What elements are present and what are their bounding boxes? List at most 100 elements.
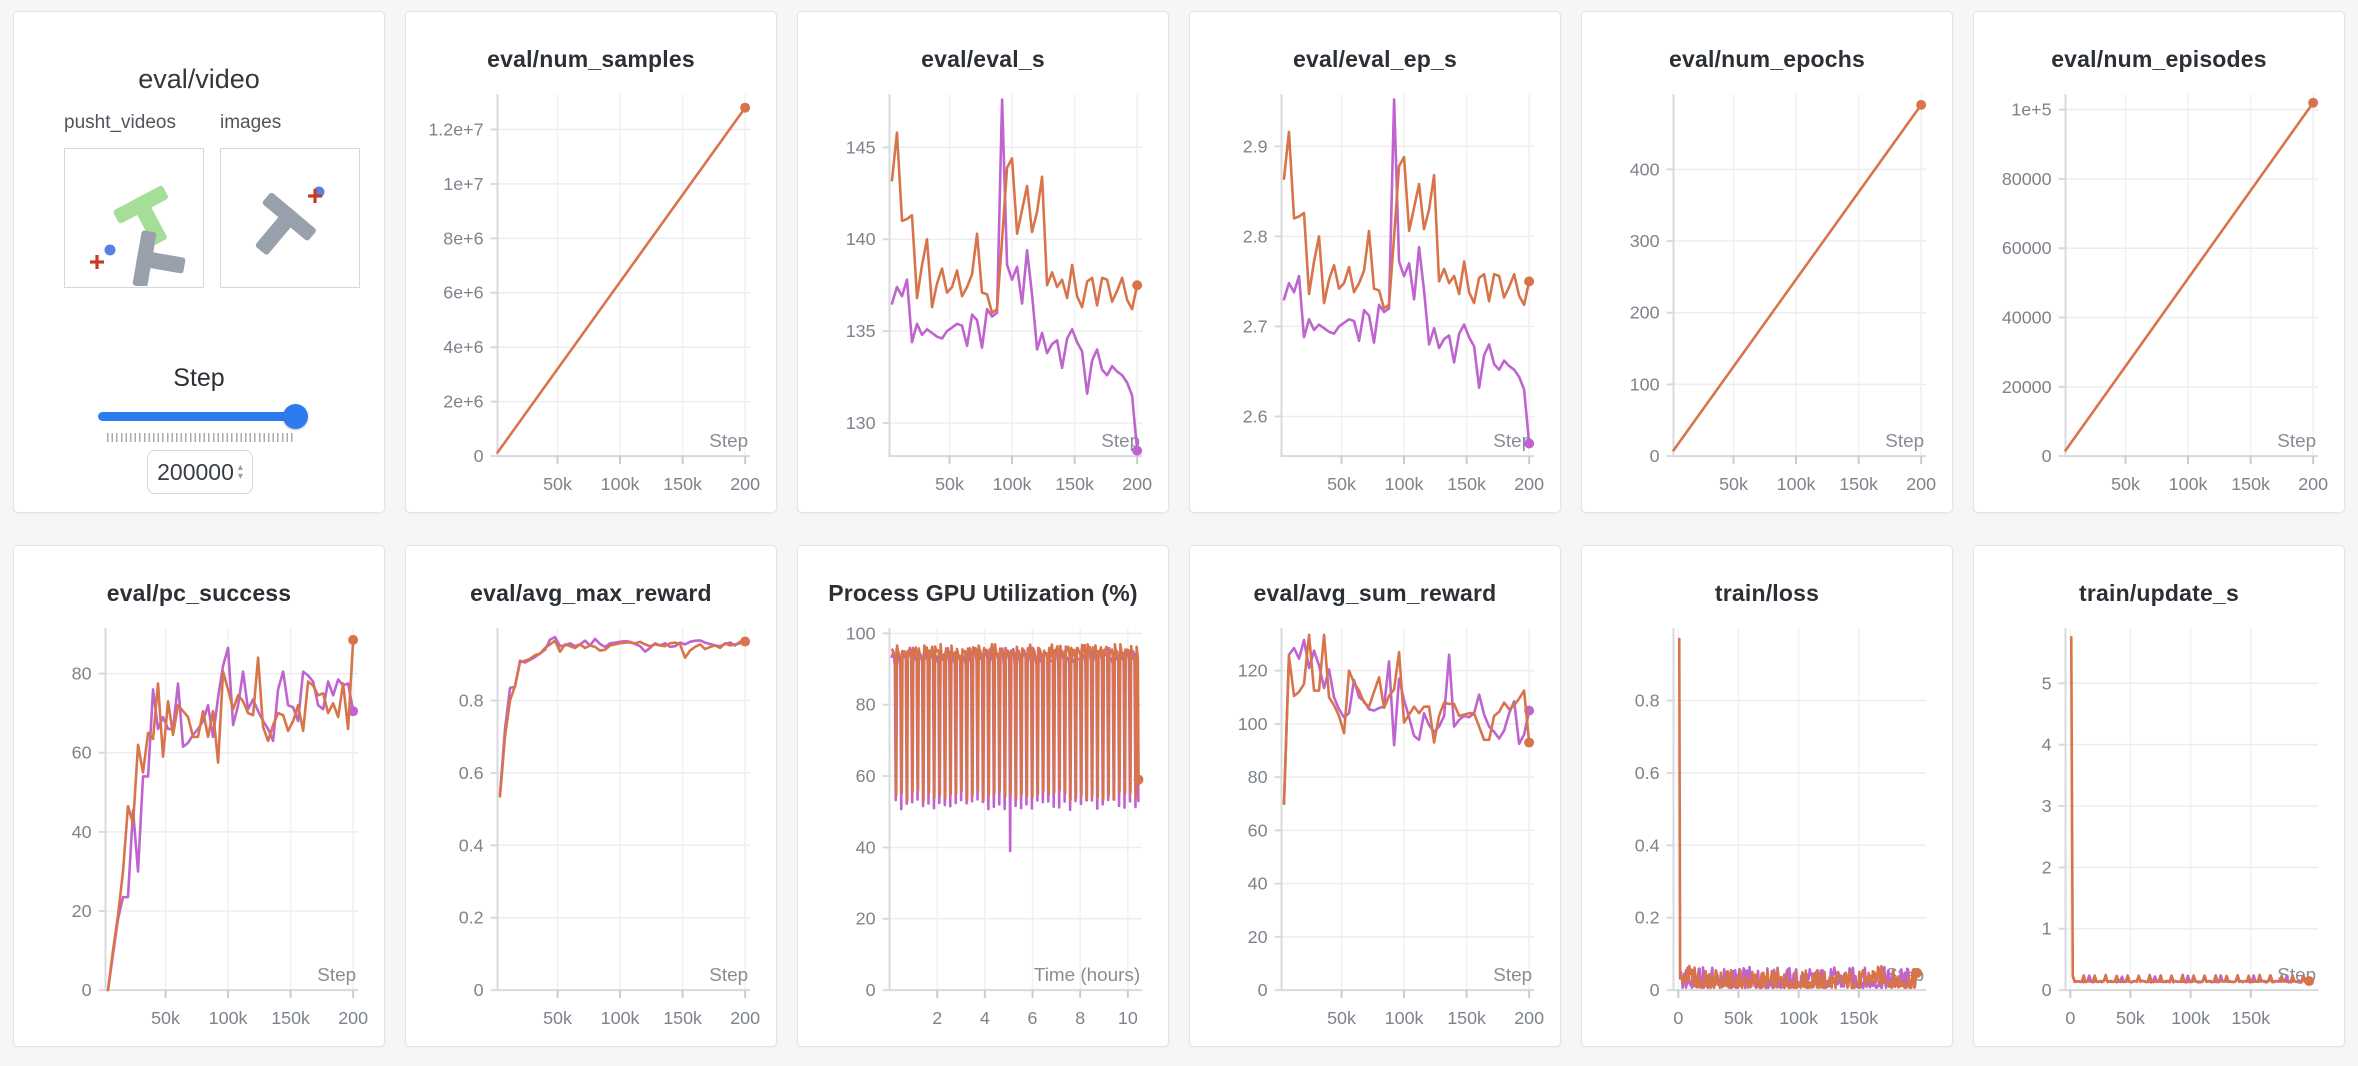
chart-canvas[interactable]: 50k 100k 150k 200 0 2e+6 4e+6 6e+6 8e+6 1e+7 1.2e+… — [406, 79, 776, 509]
svg-text:50k: 50k — [1719, 474, 1748, 494]
svg-text:135: 135 — [846, 321, 876, 341]
chart-canvas[interactable]: 50k 100k 150k 200 0 100 200 300 400 Step — [1582, 79, 1952, 509]
svg-text:2e+6: 2e+6 — [443, 392, 483, 412]
svg-text:0: 0 — [2042, 446, 2052, 466]
svg-text:120: 120 — [1238, 661, 1268, 681]
svg-text:0.6: 0.6 — [1635, 763, 1660, 783]
svg-text:150k: 150k — [1447, 1008, 1486, 1028]
svg-text:0: 0 — [474, 980, 484, 1000]
chart-canvas[interactable]: 2 4 6 8 10 0 20 40 60 80 100 Time (hours) — [798, 613, 1168, 1043]
step-value: 200000 — [157, 458, 234, 485]
svg-text:50k: 50k — [935, 474, 964, 494]
svg-text:4: 4 — [2042, 735, 2052, 755]
svg-text:100: 100 — [1630, 374, 1660, 394]
svg-text:145: 145 — [846, 137, 876, 157]
svg-text:150k: 150k — [2231, 474, 2270, 494]
svg-text:0: 0 — [1258, 980, 1268, 1000]
svg-text:50k: 50k — [1327, 1008, 1356, 1028]
chart-canvas[interactable]: 50k 100k 150k 200 0 20 40 60 80 100 120 Step — [1190, 613, 1560, 1043]
chart-title: eval/pc_success — [106, 580, 292, 606]
chart-canvas[interactable]: 0 50k 100k 150k 0 1 2 3 4 5 Step — [1974, 613, 2344, 1043]
pusht-videos-thumbnail[interactable] — [64, 148, 204, 288]
svg-text:0: 0 — [1673, 1008, 1683, 1028]
step-slider-label: Step — [173, 364, 225, 392]
chart-title: eval/eval_ep_s — [1293, 46, 1457, 72]
svg-text:200: 200 — [1514, 1008, 1544, 1028]
svg-text:150k: 150k — [1839, 1008, 1878, 1028]
svg-text:80: 80 — [856, 695, 876, 715]
svg-text:2: 2 — [2042, 857, 2052, 877]
chart-canvas[interactable]: 50k 100k 150k 200 0 20000 40000 60000 80000 1e+5 S… — [1974, 79, 2344, 509]
svg-text:0: 0 — [866, 980, 876, 1000]
svg-text:200: 200 — [1630, 303, 1660, 323]
svg-text:Time (hours): Time (hours) — [1034, 965, 1140, 986]
svg-text:100k: 100k — [601, 1008, 640, 1028]
chart-canvas[interactable]: 50k 100k 150k 200 130 135 140 145 Step — [798, 79, 1168, 509]
svg-text:0.2: 0.2 — [1635, 908, 1660, 928]
images-thumbnail[interactable] — [220, 148, 360, 288]
svg-text:130: 130 — [846, 413, 876, 433]
svg-text:0.2: 0.2 — [459, 908, 484, 928]
svg-text:1: 1 — [2042, 919, 2052, 939]
svg-text:40: 40 — [72, 822, 92, 842]
svg-text:0.4: 0.4 — [1635, 835, 1660, 855]
svg-text:2.9: 2.9 — [1243, 136, 1268, 156]
panel-eval-avg-max-reward: eval/avg_max_reward 50k 100k 150k 200 0 0.2 0.… — [405, 545, 777, 1047]
svg-text:150k: 150k — [663, 474, 702, 494]
pusht-env-render — [90, 185, 186, 288]
svg-text:1e+7: 1e+7 — [443, 174, 483, 194]
panel-eval-num-epochs: eval/num_epochs 50k 100k 150k 200 0 100 200 300… — [1581, 11, 1953, 513]
chart-title: eval/avg_sum_reward — [1253, 580, 1497, 606]
stepper-up-icon[interactable]: ▴ — [237, 462, 243, 473]
svg-text:200: 200 — [2298, 474, 2328, 494]
svg-text:Step: Step — [1493, 965, 1532, 986]
svg-text:0: 0 — [2042, 980, 2052, 1000]
chart-canvas[interactable]: 50k 100k 150k 200 0 0.2 0.4 0.6 0.8 Step — [406, 613, 776, 1043]
svg-text:100k: 100k — [993, 474, 1032, 494]
svg-text:Step: Step — [1885, 431, 1924, 452]
svg-text:300: 300 — [1630, 231, 1660, 251]
svg-text:40000: 40000 — [2002, 308, 2052, 328]
step-value-input[interactable]: 200000 ▴ ▾ — [147, 450, 253, 494]
svg-text:150k: 150k — [1839, 474, 1878, 494]
panel-train-loss: train/loss 0 50k 100k 150k 0 0.2 0.4 0.6 0.8 Step — [1581, 545, 1953, 1047]
svg-text:20: 20 — [72, 901, 92, 921]
svg-text:20: 20 — [1248, 927, 1268, 947]
svg-text:80: 80 — [72, 664, 92, 684]
svg-text:Step: Step — [709, 431, 748, 452]
step-slider-thumb[interactable] — [283, 404, 308, 429]
svg-text:Step: Step — [1493, 431, 1532, 452]
chart-canvas[interactable]: 0 50k 100k 150k 0 0.2 0.4 0.6 0.8 Step — [1582, 613, 1952, 1043]
svg-text:100k: 100k — [209, 1008, 248, 1028]
svg-text:6: 6 — [1028, 1008, 1038, 1028]
svg-text:20: 20 — [856, 909, 876, 929]
svg-text:0: 0 — [1650, 980, 1660, 1000]
svg-text:200: 200 — [1514, 474, 1544, 494]
chart-title: eval/avg_max_reward — [470, 580, 712, 606]
svg-text:5: 5 — [2042, 673, 2052, 693]
svg-text:140: 140 — [846, 229, 876, 249]
svg-text:4: 4 — [980, 1008, 990, 1028]
svg-text:Step: Step — [709, 965, 748, 986]
svg-text:1e+5: 1e+5 — [2011, 100, 2051, 120]
goal-cross-icon — [90, 255, 104, 269]
svg-text:50k: 50k — [1724, 1008, 1753, 1028]
panel-eval-num-episodes: eval/num_episodes 50k 100k 150k 200 0 20000 40… — [1973, 11, 2345, 513]
chart-title: train/update_s — [2078, 580, 2239, 606]
step-slider[interactable] — [98, 404, 308, 429]
thumb-label-pusht-videos: pusht_videos — [64, 112, 176, 133]
svg-text:100: 100 — [846, 623, 876, 643]
svg-text:150k: 150k — [2231, 1008, 2270, 1028]
panel-process-gpu-utilization: Process GPU Utilization (%) 2 4 6 8 10 0 20 40 6… — [797, 545, 1169, 1047]
svg-text:Step: Step — [2277, 431, 2316, 452]
chart-canvas[interactable]: 50k 100k 150k 200 0 20 40 60 80 Step — [14, 613, 384, 1043]
svg-text:150k: 150k — [271, 1008, 310, 1028]
svg-text:0: 0 — [474, 446, 484, 466]
stepper-down-icon[interactable]: ▾ — [237, 471, 243, 482]
svg-text:0: 0 — [82, 980, 92, 1000]
svg-text:200: 200 — [730, 474, 760, 494]
step-slider-ruler — [107, 433, 293, 442]
svg-text:0.6: 0.6 — [459, 763, 484, 783]
chart-canvas[interactable]: 50k 100k 150k 200 2.6 2.7 2.8 2.9 Step — [1190, 79, 1560, 509]
